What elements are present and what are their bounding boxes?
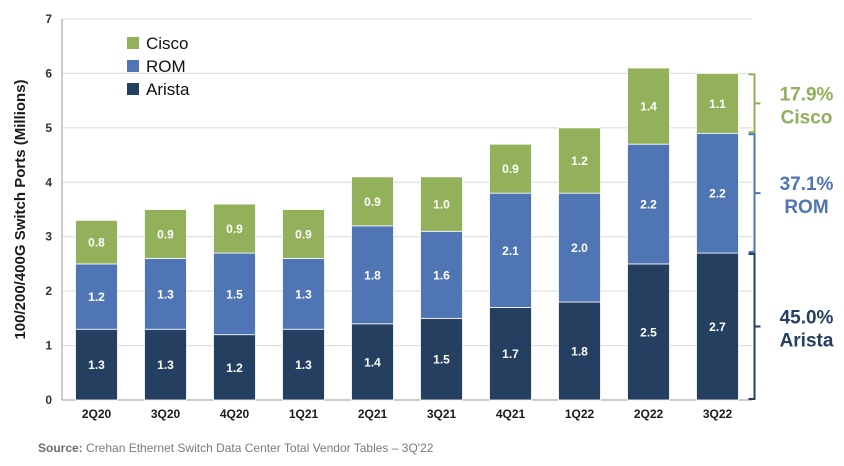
share-percent-arista: 45.0% (780, 308, 834, 329)
x-tick-label: 2Q21 (358, 407, 388, 421)
x-tick-label: 3Q22 (703, 407, 733, 421)
bar-segment-arista (75, 328, 118, 401)
brace-rom (748, 133, 761, 254)
data-label: 2.5 (640, 325, 657, 339)
bar-segment-rom (75, 263, 118, 330)
bar-segment-arista (144, 328, 187, 401)
y-tick-label: 0 (45, 393, 52, 407)
data-label: 1.2 (226, 361, 243, 375)
y-tick-label: 5 (45, 121, 52, 135)
bar-segment-cisco (213, 203, 256, 254)
y-axis-title: 100/200/400G Switch Ports (Millions) (12, 79, 29, 339)
data-label: 0.9 (157, 227, 174, 241)
x-tick-label: 3Q21 (427, 407, 457, 421)
data-label: 1.3 (295, 287, 312, 301)
bar-segment-cisco (351, 176, 394, 227)
data-label: 1.7 (502, 347, 519, 361)
bar-segment-arista (351, 323, 394, 401)
data-label: 2.7 (709, 320, 726, 334)
legend-label-arista: Arista (146, 80, 190, 99)
source-text: Crehan Ethernet Switch Data Center Total… (82, 441, 434, 455)
bar-segment-cisco (627, 67, 670, 145)
bar-segment-cisco (420, 176, 463, 232)
bar-segment-rom (489, 192, 532, 308)
bar-segment-rom (351, 225, 394, 325)
bar-segment-cisco (696, 73, 739, 134)
y-tick-label: 6 (45, 66, 52, 80)
bar-segment-cisco (489, 143, 532, 194)
data-label: 2.2 (709, 187, 726, 201)
bar-segment-cisco (558, 127, 601, 194)
bar-segment-rom (213, 252, 256, 336)
data-label: 1.2 (571, 154, 588, 168)
data-label: 0.9 (295, 227, 312, 241)
data-label: 2.0 (571, 241, 588, 255)
x-tick-label: 2Q22 (634, 407, 664, 421)
data-label: 0.9 (364, 195, 381, 209)
y-tick-label: 4 (45, 175, 52, 189)
x-tick-label: 3Q20 (151, 407, 181, 421)
y-tick-label: 7 (45, 12, 52, 26)
bar-segment-rom (627, 143, 670, 265)
share-percent-rom: 37.1% (780, 174, 834, 195)
data-label: 1.2 (88, 290, 105, 304)
data-label: 1.3 (88, 358, 105, 372)
bar-segment-cisco (144, 209, 187, 259)
legend-swatch-cisco (127, 37, 139, 49)
data-label: 1.4 (640, 100, 657, 114)
bar-segment-rom (696, 132, 739, 254)
bar-segment-rom (144, 258, 187, 330)
data-label: 0.9 (226, 222, 243, 236)
brace-arista (748, 253, 761, 400)
source-prefix: Source: (38, 441, 83, 455)
legend-swatch-arista (127, 83, 139, 95)
bar-segment-arista (489, 307, 532, 401)
bar-segment-arista (696, 252, 739, 401)
bar-segment-arista (420, 317, 463, 401)
data-label: 1.4 (364, 355, 381, 369)
data-label: 0.8 (88, 236, 105, 250)
x-tick-label: 1Q21 (289, 407, 319, 421)
bar-segment-arista (627, 263, 670, 401)
x-tick-label: 1Q22 (565, 407, 595, 421)
bar-segment-cisco (282, 209, 325, 259)
data-label: 1.8 (364, 268, 381, 282)
legend-label-rom: ROM (146, 57, 186, 76)
data-label: 2.2 (640, 198, 657, 212)
data-label: 1.3 (157, 358, 174, 372)
data-label: 1.3 (295, 358, 312, 372)
data-label: 1.1 (709, 97, 726, 111)
x-tick-label: 2Q20 (82, 407, 112, 421)
bar-segment-cisco (75, 219, 118, 265)
bar-segment-rom (420, 230, 463, 319)
data-label: 0.9 (502, 162, 519, 176)
bar-segment-arista (558, 301, 601, 401)
data-label: 1.3 (157, 287, 174, 301)
source-note: Source: Crehan Ethernet Switch Data Cent… (38, 441, 433, 455)
y-tick-label: 3 (45, 230, 52, 244)
data-label: 1.6 (433, 268, 450, 282)
y-tick-label: 2 (45, 284, 52, 298)
x-tick-label: 4Q20 (220, 407, 250, 421)
stacked-bar-chart: 0 1 2 3 4 5 6 7 100/200/400G Switch Ports (Milli… (12, 12, 834, 421)
data-label: 2.1 (502, 244, 519, 258)
data-label: 1.0 (433, 198, 450, 212)
data-label: 1.8 (571, 345, 588, 359)
share-percent-cisco: 17.9% (780, 84, 834, 105)
bar-segment-rom (558, 192, 601, 303)
share-label-cisco: Cisco (781, 107, 833, 128)
brace-cisco (748, 73, 761, 134)
data-label: 1.5 (226, 287, 243, 301)
legend-label-cisco: Cisco (146, 34, 189, 53)
bar-segment-arista (282, 328, 325, 401)
share-label-arista: Arista (780, 331, 834, 352)
y-tick-label: 1 (45, 339, 52, 353)
x-tick-label: 4Q21 (496, 407, 526, 421)
share-label-rom: ROM (784, 197, 828, 218)
data-label: 1.5 (433, 353, 450, 367)
legend-swatch-rom (127, 60, 139, 72)
